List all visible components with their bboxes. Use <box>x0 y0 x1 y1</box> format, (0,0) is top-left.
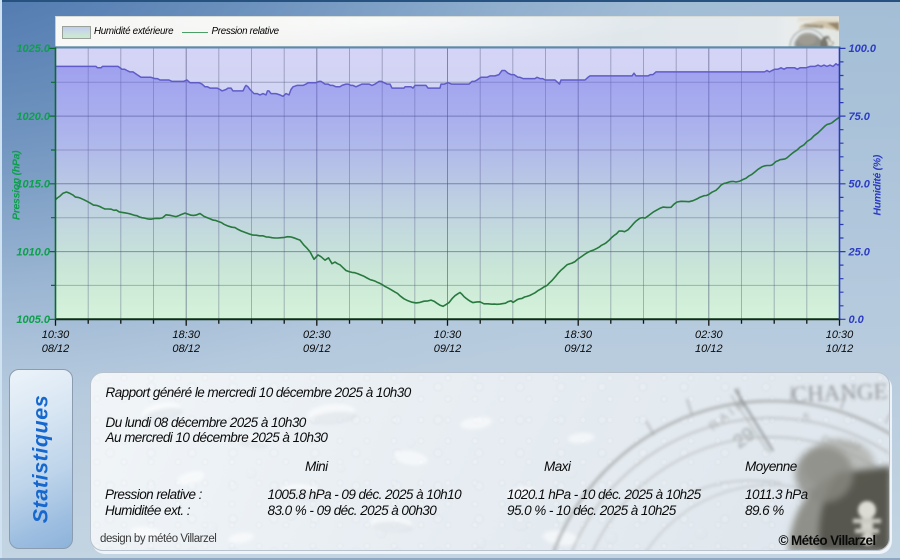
svg-text:25.0: 25.0 <box>848 246 871 258</box>
svg-text:Humidité (%): Humidité (%) <box>872 154 884 215</box>
svg-text:0.0: 0.0 <box>849 314 865 326</box>
svg-text:02:30: 02:30 <box>695 329 723 341</box>
svg-text:CHANGE: CHANGE <box>791 379 888 407</box>
svg-text:08/12: 08/12 <box>172 343 200 355</box>
svg-text:09/12: 09/12 <box>564 343 592 355</box>
svg-text:1020.0: 1020.0 <box>16 111 51 123</box>
svg-text:09/12: 09/12 <box>434 343 462 355</box>
svg-text:75.0: 75.0 <box>849 111 871 123</box>
svg-text:10:30: 10:30 <box>826 329 854 341</box>
svg-text:10:30: 10:30 <box>434 329 462 341</box>
svg-text:10/12: 10/12 <box>826 343 854 355</box>
svg-text:1005.0: 1005.0 <box>16 314 51 326</box>
svg-text:1010.0: 1010.0 <box>16 246 51 258</box>
svg-text:100.0: 100.0 <box>849 43 877 55</box>
svg-text:10/12: 10/12 <box>695 343 723 355</box>
svg-text:09/12: 09/12 <box>303 343 331 355</box>
svg-text:1025.0: 1025.0 <box>16 43 51 55</box>
svg-text:02:30: 02:30 <box>303 329 331 341</box>
svg-text:18:30: 18:30 <box>172 329 200 341</box>
svg-text:1015.0: 1015.0 <box>16 179 51 191</box>
svg-text:18:30: 18:30 <box>564 329 592 341</box>
svg-text:08/12: 08/12 <box>42 343 70 355</box>
svg-text:CHANGE: CHANGE <box>804 23 824 29</box>
svg-text:29: 29 <box>730 424 759 453</box>
svg-text:Pression (hPa): Pression (hPa) <box>11 150 23 220</box>
svg-text:50.0: 50.0 <box>849 179 871 191</box>
svg-text:5: 5 <box>803 412 809 424</box>
svg-text:10:30: 10:30 <box>42 329 70 341</box>
